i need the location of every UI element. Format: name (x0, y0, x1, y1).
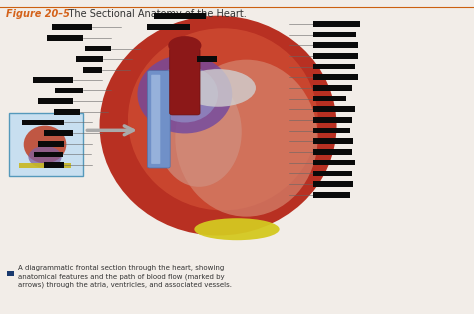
Bar (85, 46, 111, 51)
Ellipse shape (175, 60, 318, 217)
Bar (313, 85, 352, 91)
Ellipse shape (194, 218, 280, 240)
Bar (313, 74, 358, 80)
FancyBboxPatch shape (170, 48, 200, 115)
Bar (154, 13, 206, 19)
Bar (313, 117, 352, 123)
Text: Figure 20–5: Figure 20–5 (6, 9, 70, 19)
Bar (313, 106, 355, 112)
Bar (313, 160, 355, 165)
Bar (313, 192, 350, 198)
Bar (197, 56, 217, 62)
FancyBboxPatch shape (151, 75, 160, 164)
Bar (313, 32, 356, 37)
Ellipse shape (28, 146, 62, 168)
Ellipse shape (128, 28, 318, 210)
FancyBboxPatch shape (147, 71, 170, 168)
Bar (313, 149, 352, 155)
Bar (34, 152, 63, 157)
Bar (19, 163, 71, 168)
Text: The Sectional Anatomy of the Heart.: The Sectional Anatomy of the Heart. (56, 9, 246, 19)
Ellipse shape (100, 16, 337, 235)
Ellipse shape (168, 36, 201, 55)
Bar (313, 64, 355, 69)
Ellipse shape (137, 55, 232, 133)
Bar (147, 24, 190, 30)
Bar (38, 98, 73, 104)
Bar (55, 88, 83, 93)
Ellipse shape (24, 126, 66, 163)
Bar (47, 35, 83, 41)
Bar (313, 21, 360, 27)
Bar (313, 96, 346, 101)
Bar (313, 128, 350, 133)
Bar (44, 162, 64, 168)
Ellipse shape (152, 66, 218, 122)
Bar (313, 181, 353, 187)
Bar (54, 109, 80, 115)
FancyBboxPatch shape (9, 113, 83, 176)
Bar (33, 77, 73, 83)
Ellipse shape (180, 69, 256, 107)
Text: A diagrammatic frontal section through the heart, showing
anatomical features an: A diagrammatic frontal section through t… (18, 265, 231, 288)
Bar (313, 138, 353, 144)
Bar (22, 120, 64, 125)
Bar (313, 42, 358, 48)
Bar (83, 67, 102, 73)
Bar (313, 53, 358, 59)
Bar (52, 24, 92, 30)
Bar (44, 130, 73, 136)
Bar (38, 141, 64, 147)
Bar (7, 271, 14, 276)
Bar (313, 171, 352, 176)
Bar (76, 56, 103, 62)
Ellipse shape (156, 77, 242, 187)
